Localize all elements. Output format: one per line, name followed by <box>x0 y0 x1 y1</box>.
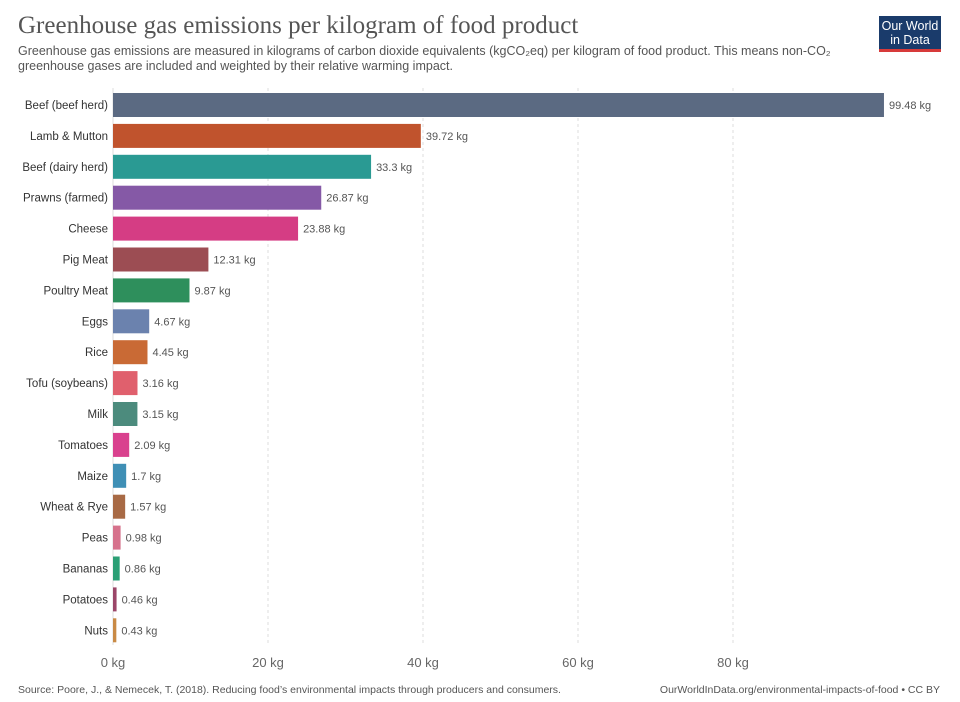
category-label: Pig Meat <box>63 255 109 267</box>
value-label: 3.15 kg <box>142 409 178 421</box>
category-label: Tofu (soybeans) <box>26 378 108 390</box>
value-label: 0.98 kg <box>126 533 162 545</box>
value-label: 2.09 kg <box>134 440 170 452</box>
value-label: 0.86 kg <box>125 564 161 576</box>
value-label: 33.3 kg <box>376 162 412 174</box>
x-tick-label: 60 kg <box>562 655 594 670</box>
category-label: Eggs <box>82 316 108 328</box>
category-label: Peas <box>82 533 108 545</box>
bar[interactable] <box>113 123 421 148</box>
value-label: 0.43 kg <box>121 625 157 637</box>
bar[interactable] <box>113 278 190 303</box>
value-label: 12.31 kg <box>213 255 255 267</box>
bar[interactable] <box>113 463 127 488</box>
category-label: Nuts <box>84 625 108 637</box>
bar[interactable] <box>113 216 299 241</box>
logo-line-2: in Data <box>890 32 930 47</box>
category-label: Rice <box>85 347 108 359</box>
grid-lines <box>112 88 734 645</box>
owid-logo[interactable]: Our World in Data <box>879 16 941 52</box>
bars <box>113 93 884 643</box>
bar[interactable] <box>113 494 126 519</box>
chart-subtitle: Greenhouse gas emissions are measured in… <box>18 44 831 73</box>
bar[interactable] <box>113 525 121 550</box>
bar[interactable] <box>113 432 130 457</box>
category-label: Beef (dairy herd) <box>22 162 108 174</box>
bar[interactable] <box>113 587 117 612</box>
value-label: 9.87 kg <box>194 285 230 297</box>
value-label: 99.48 kg <box>889 100 931 112</box>
bar[interactable] <box>113 154 372 179</box>
value-label: 1.7 kg <box>131 471 161 483</box>
bar[interactable] <box>113 556 120 581</box>
x-axis-ticks: 0 kg 20 kg 40 kg 60 kg 80 kg <box>101 655 749 670</box>
value-label: 23.88 kg <box>303 224 345 236</box>
chart-title: Greenhouse gas emissions per kilogram of… <box>18 12 579 39</box>
category-label: Bananas <box>63 564 109 576</box>
bar[interactable] <box>113 309 150 334</box>
x-tick-label: 0 kg <box>101 655 126 670</box>
category-label: Tomatoes <box>58 440 108 452</box>
bar[interactable] <box>113 247 209 272</box>
value-label: 4.67 kg <box>154 316 190 328</box>
logo-line-1: Our World <box>881 18 939 33</box>
bar[interactable] <box>113 185 322 210</box>
bar[interactable] <box>113 371 138 396</box>
category-label: Wheat & Rye <box>40 502 108 514</box>
bar[interactable] <box>113 93 884 117</box>
bar[interactable] <box>113 340 148 365</box>
category-label: Potatoes <box>63 594 109 606</box>
category-label: Lamb & Mutton <box>30 131 108 143</box>
value-label: 39.72 kg <box>426 131 468 143</box>
category-label: Cheese <box>68 224 108 236</box>
bar[interactable] <box>113 618 117 643</box>
value-label: 1.57 kg <box>130 502 166 514</box>
value-label: 26.87 kg <box>326 193 368 205</box>
category-label: Beef (beef herd) <box>25 100 108 112</box>
source-note: Source: Poore, J., & Nemecek, T. (2018).… <box>18 684 561 696</box>
labels: Beef (beef herd) 99.48 kg Lamb & Mutton 39.… <box>22 100 931 637</box>
source-url[interactable]: OurWorldInData.org/environmental-impacts… <box>659 684 940 696</box>
category-label: Milk <box>88 409 109 421</box>
bar-chart: Beef (beef herd) 99.48 kg Lamb & Mutton 39.… <box>22 88 931 670</box>
value-label: 3.16 kg <box>142 378 178 390</box>
category-label: Poultry Meat <box>43 285 108 297</box>
x-tick-label: 40 kg <box>407 655 439 670</box>
category-label: Maize <box>77 471 108 483</box>
value-label: 0.46 kg <box>122 594 158 606</box>
bar[interactable] <box>113 402 138 426</box>
value-label: 4.45 kg <box>152 347 188 359</box>
x-tick-label: 80 kg <box>717 655 749 670</box>
category-label: Prawns (farmed) <box>23 193 108 205</box>
x-tick-label: 20 kg <box>252 655 284 670</box>
